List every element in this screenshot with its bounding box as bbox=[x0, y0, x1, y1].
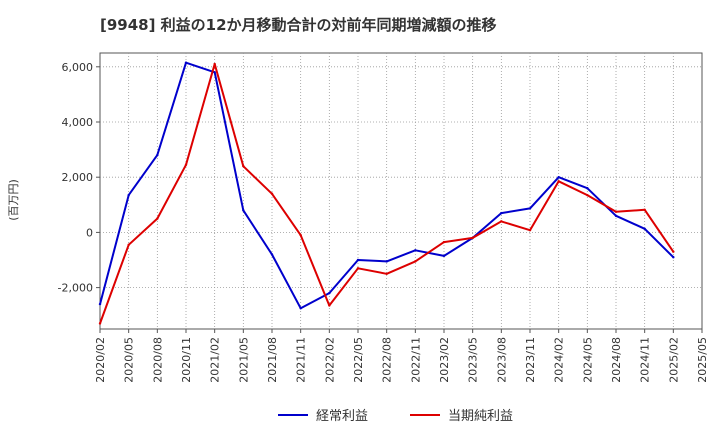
x-tick-label: 2020/11 bbox=[180, 337, 193, 383]
x-tick-label: 2022/02 bbox=[323, 337, 336, 383]
x-tick-label: 2020/05 bbox=[123, 337, 136, 383]
x-tick-label: 2025/05 bbox=[696, 337, 709, 383]
x-tick-label: 2021/02 bbox=[209, 337, 222, 383]
data-point bbox=[442, 254, 446, 258]
data-point bbox=[528, 228, 532, 232]
data-point bbox=[184, 163, 188, 166]
data-point bbox=[442, 240, 446, 244]
data-point bbox=[213, 62, 216, 66]
plot-area bbox=[99, 52, 703, 330]
y-tick-label: 0 bbox=[86, 226, 93, 239]
data-point bbox=[414, 249, 417, 252]
data-point bbox=[586, 187, 589, 190]
data-point bbox=[385, 260, 388, 263]
x-tick-label: 2023/11 bbox=[524, 337, 537, 383]
data-point bbox=[299, 307, 302, 310]
legend: 経常利益 当期純利益 bbox=[278, 409, 513, 424]
x-tick-label: 2022/11 bbox=[409, 337, 422, 383]
data-point bbox=[98, 302, 102, 306]
x-tick-label: 2024/02 bbox=[553, 337, 566, 383]
data-point bbox=[471, 236, 474, 240]
x-tick-label: 2022/08 bbox=[381, 337, 394, 383]
data-point bbox=[156, 153, 159, 157]
data-point bbox=[643, 208, 646, 211]
y-tick-label: 6,000 bbox=[62, 61, 94, 74]
data-point bbox=[500, 220, 503, 223]
y-ticks: -2,000 0 2,000 4,000 6,000 bbox=[58, 61, 100, 295]
x-tick-label: 2021/05 bbox=[237, 337, 250, 383]
x-tick-label: 2025/02 bbox=[667, 337, 680, 383]
x-tick-label: 2021/08 bbox=[266, 337, 279, 383]
data-point bbox=[500, 211, 503, 215]
x-tick-label: 2023/02 bbox=[438, 337, 451, 383]
data-point bbox=[98, 322, 102, 325]
data-point bbox=[614, 214, 618, 218]
data-point bbox=[557, 176, 560, 179]
chart-title: [9948] 利益の12か月移動合計の対前年同期増減額の推移 bbox=[100, 16, 497, 34]
data-point bbox=[184, 61, 188, 64]
legend-label-2: 当期純利益 bbox=[448, 409, 513, 424]
y-tick-label: 4,000 bbox=[62, 116, 94, 129]
data-point bbox=[356, 258, 360, 262]
x-tick-label: 2024/11 bbox=[639, 337, 652, 383]
data-point bbox=[156, 217, 159, 220]
data-point bbox=[127, 243, 130, 247]
data-point bbox=[213, 71, 216, 74]
series bbox=[98, 61, 675, 325]
data-point bbox=[414, 260, 417, 263]
x-tick-label: 2020/02 bbox=[94, 337, 107, 383]
data-point bbox=[242, 209, 245, 212]
y-tick-label: 2,000 bbox=[62, 171, 94, 184]
x-tick-label: 2024/08 bbox=[610, 337, 623, 383]
data-point bbox=[328, 304, 331, 307]
x-ticks: 2020/02 2020/05 2020/08 2020/11 2021/02 2021/… bbox=[94, 329, 709, 383]
data-point bbox=[127, 193, 130, 197]
grid bbox=[100, 53, 702, 329]
data-point bbox=[270, 253, 274, 256]
data-point bbox=[672, 250, 675, 253]
data-point bbox=[643, 227, 646, 231]
data-point bbox=[270, 192, 274, 195]
x-tick-label: 2023/05 bbox=[467, 337, 480, 383]
y-axis-label: (百万円) bbox=[7, 179, 20, 221]
data-point bbox=[385, 272, 388, 275]
x-tick-label: 2020/08 bbox=[151, 337, 164, 383]
data-point bbox=[299, 233, 302, 237]
data-point bbox=[528, 207, 532, 210]
data-point bbox=[614, 210, 618, 213]
x-tick-label: 2023/08 bbox=[495, 337, 508, 383]
x-tick-label: 2021/11 bbox=[295, 337, 308, 383]
x-tick-label: 2024/05 bbox=[581, 337, 594, 383]
legend-label-1: 経常利益 bbox=[316, 409, 368, 424]
y-tick-label: -2,000 bbox=[58, 282, 93, 295]
x-tick-label: 2022/05 bbox=[352, 337, 365, 383]
data-point bbox=[328, 291, 331, 295]
data-point bbox=[557, 180, 560, 183]
data-point bbox=[672, 256, 675, 259]
data-point bbox=[586, 193, 589, 197]
data-point bbox=[356, 267, 360, 270]
data-point bbox=[242, 164, 245, 168]
